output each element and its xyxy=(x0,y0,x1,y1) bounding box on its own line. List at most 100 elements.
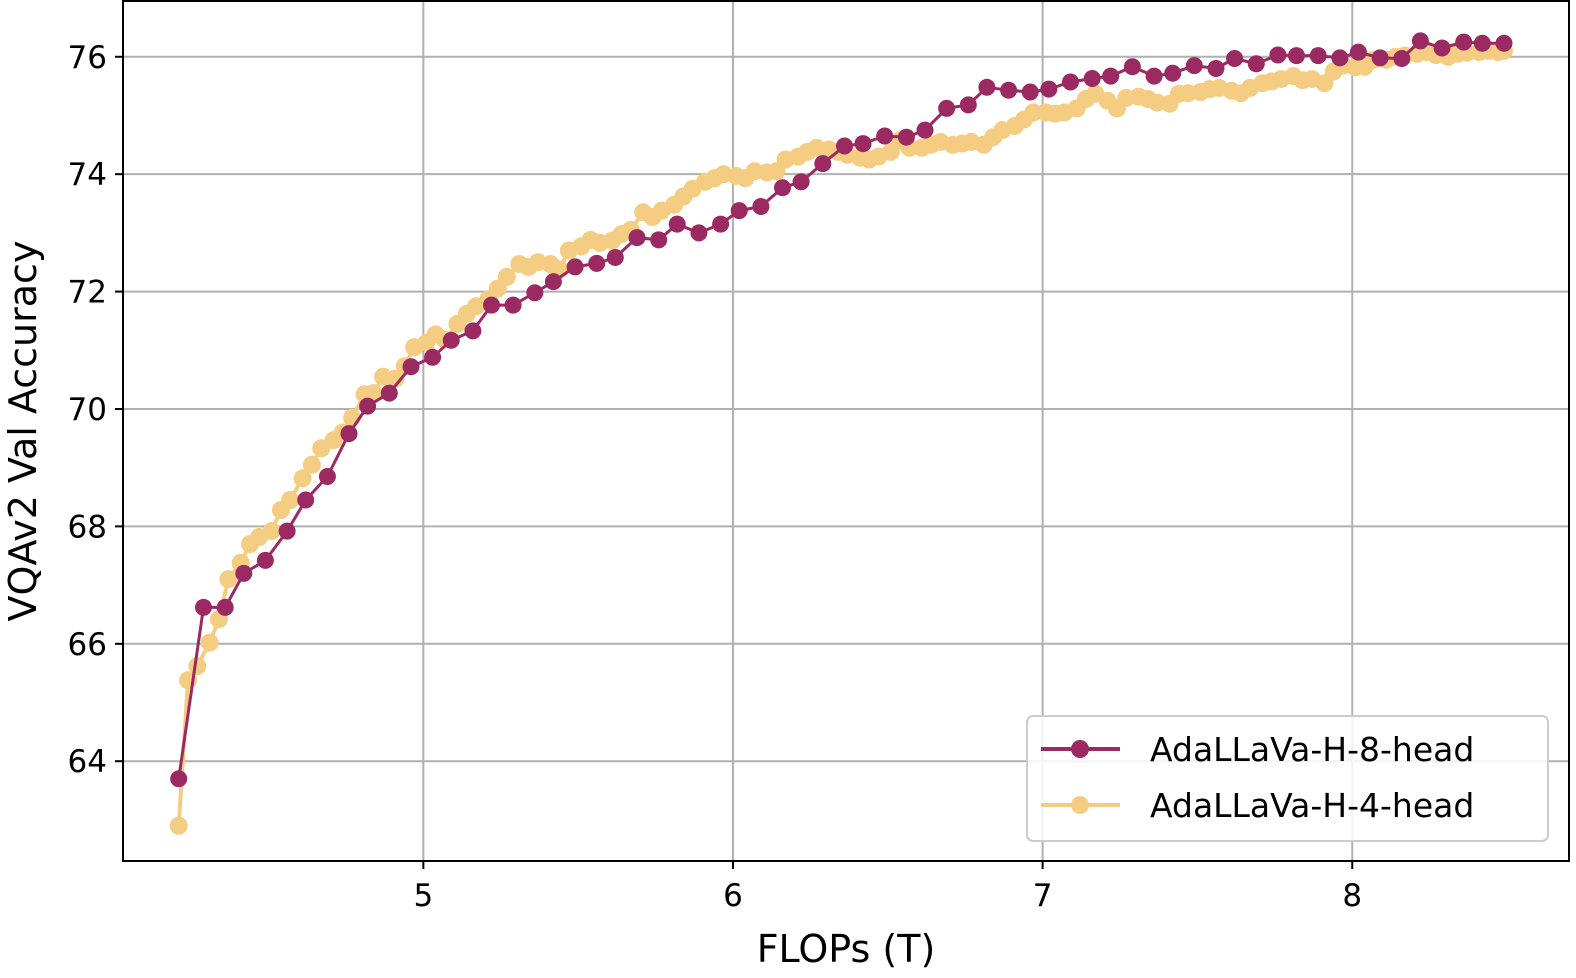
data-point xyxy=(1102,67,1120,85)
legend: AdaLLaVa-H-8-head AdaLLaVa-H-4-head xyxy=(1026,715,1549,842)
data-point xyxy=(876,127,894,145)
data-point xyxy=(1040,80,1058,98)
series-line-adallava-h-4-head xyxy=(176,48,1505,826)
data-point xyxy=(1331,49,1349,67)
data-point xyxy=(235,564,253,582)
legend-marker xyxy=(1071,796,1089,814)
data-point xyxy=(216,598,234,616)
data-point xyxy=(293,469,312,488)
data-point xyxy=(170,770,188,788)
data-point xyxy=(1247,55,1265,73)
data-point xyxy=(278,522,296,540)
legend-label: AdaLLaVa-H-8-head xyxy=(1150,730,1474,769)
data-point xyxy=(690,224,708,242)
x-tick-label: 8 xyxy=(1342,878,1362,914)
data-point xyxy=(1269,46,1287,64)
data-point xyxy=(281,491,300,509)
y-tick-label: 70 xyxy=(68,392,107,428)
data-point xyxy=(1207,60,1225,77)
data-point xyxy=(774,179,791,197)
series-adallava-h-4-head xyxy=(169,41,1513,835)
data-point xyxy=(1123,58,1141,76)
data-point xyxy=(668,215,686,233)
data-point xyxy=(188,657,207,676)
data-point xyxy=(836,137,853,155)
data-point xyxy=(1226,50,1244,67)
legend-label: AdaLLaVa-H-4-head xyxy=(1150,786,1474,825)
data-point xyxy=(1083,70,1101,87)
legend-marker xyxy=(1071,740,1089,758)
data-point xyxy=(1024,103,1043,122)
plot-frame xyxy=(122,0,1570,862)
x-axis-label: FLOPs (T) xyxy=(757,927,936,971)
data-point xyxy=(752,198,770,215)
data-point xyxy=(424,348,442,366)
y-tick-label: 72 xyxy=(68,275,107,311)
y-tick-label: 64 xyxy=(68,744,107,780)
series-adallava-h-8-head xyxy=(170,32,1513,788)
x-tick-label: 6 xyxy=(723,878,743,914)
data-point xyxy=(978,78,996,96)
series-layer xyxy=(169,32,1513,835)
data-point xyxy=(1309,47,1327,65)
data-point xyxy=(1473,34,1491,52)
data-point xyxy=(730,202,748,220)
data-point xyxy=(359,397,377,415)
data-point xyxy=(814,155,832,173)
data-point xyxy=(256,551,274,569)
data-point xyxy=(1145,67,1163,85)
data-point xyxy=(442,331,460,349)
data-point xyxy=(650,231,668,249)
y-tick-label: 66 xyxy=(68,627,107,663)
x-tick-label: 5 xyxy=(413,878,433,914)
data-point xyxy=(1371,49,1389,67)
y-axis-label: VQAv2 Val Accuracy xyxy=(1,241,45,622)
data-point xyxy=(318,468,336,485)
data-point xyxy=(1433,39,1451,57)
data-point xyxy=(1000,81,1018,99)
data-point xyxy=(916,121,934,139)
data-point xyxy=(1062,73,1079,91)
data-point xyxy=(497,267,516,286)
data-point xyxy=(959,96,977,114)
data-point xyxy=(483,296,500,314)
y-tick-label: 74 xyxy=(68,157,107,193)
data-point xyxy=(588,254,606,272)
data-point xyxy=(195,598,212,616)
data-point xyxy=(200,633,219,652)
data-point xyxy=(628,229,646,247)
data-point xyxy=(1455,33,1473,51)
data-point xyxy=(364,384,383,403)
data-point xyxy=(938,99,956,117)
ticks: 5 6 7 8 64 66 68 70 72 74 76 xyxy=(68,40,1363,914)
data-point xyxy=(1393,50,1411,67)
data-point xyxy=(606,249,624,266)
data-point xyxy=(854,135,872,153)
data-point xyxy=(219,570,238,589)
data-point xyxy=(262,522,281,541)
data-point xyxy=(1411,32,1429,50)
data-point xyxy=(340,425,358,443)
data-point xyxy=(544,273,562,291)
y-tick-label: 68 xyxy=(68,509,107,545)
data-point xyxy=(1495,34,1513,52)
legend-box xyxy=(1026,715,1549,842)
x-tick-label: 7 xyxy=(1033,878,1053,914)
data-point xyxy=(297,491,315,509)
data-point xyxy=(792,173,810,191)
data-point xyxy=(302,455,321,474)
grid xyxy=(123,1,1569,861)
data-point xyxy=(1164,64,1182,82)
data-point xyxy=(169,816,188,835)
data-point xyxy=(504,296,522,314)
data-point xyxy=(526,284,544,302)
data-point xyxy=(1021,83,1039,101)
data-point xyxy=(1288,47,1305,65)
data-point xyxy=(1185,57,1203,75)
data-point xyxy=(897,128,915,146)
y-tick-label: 76 xyxy=(68,40,107,76)
data-point xyxy=(566,258,584,276)
data-point xyxy=(464,322,482,340)
data-point xyxy=(1349,43,1367,61)
